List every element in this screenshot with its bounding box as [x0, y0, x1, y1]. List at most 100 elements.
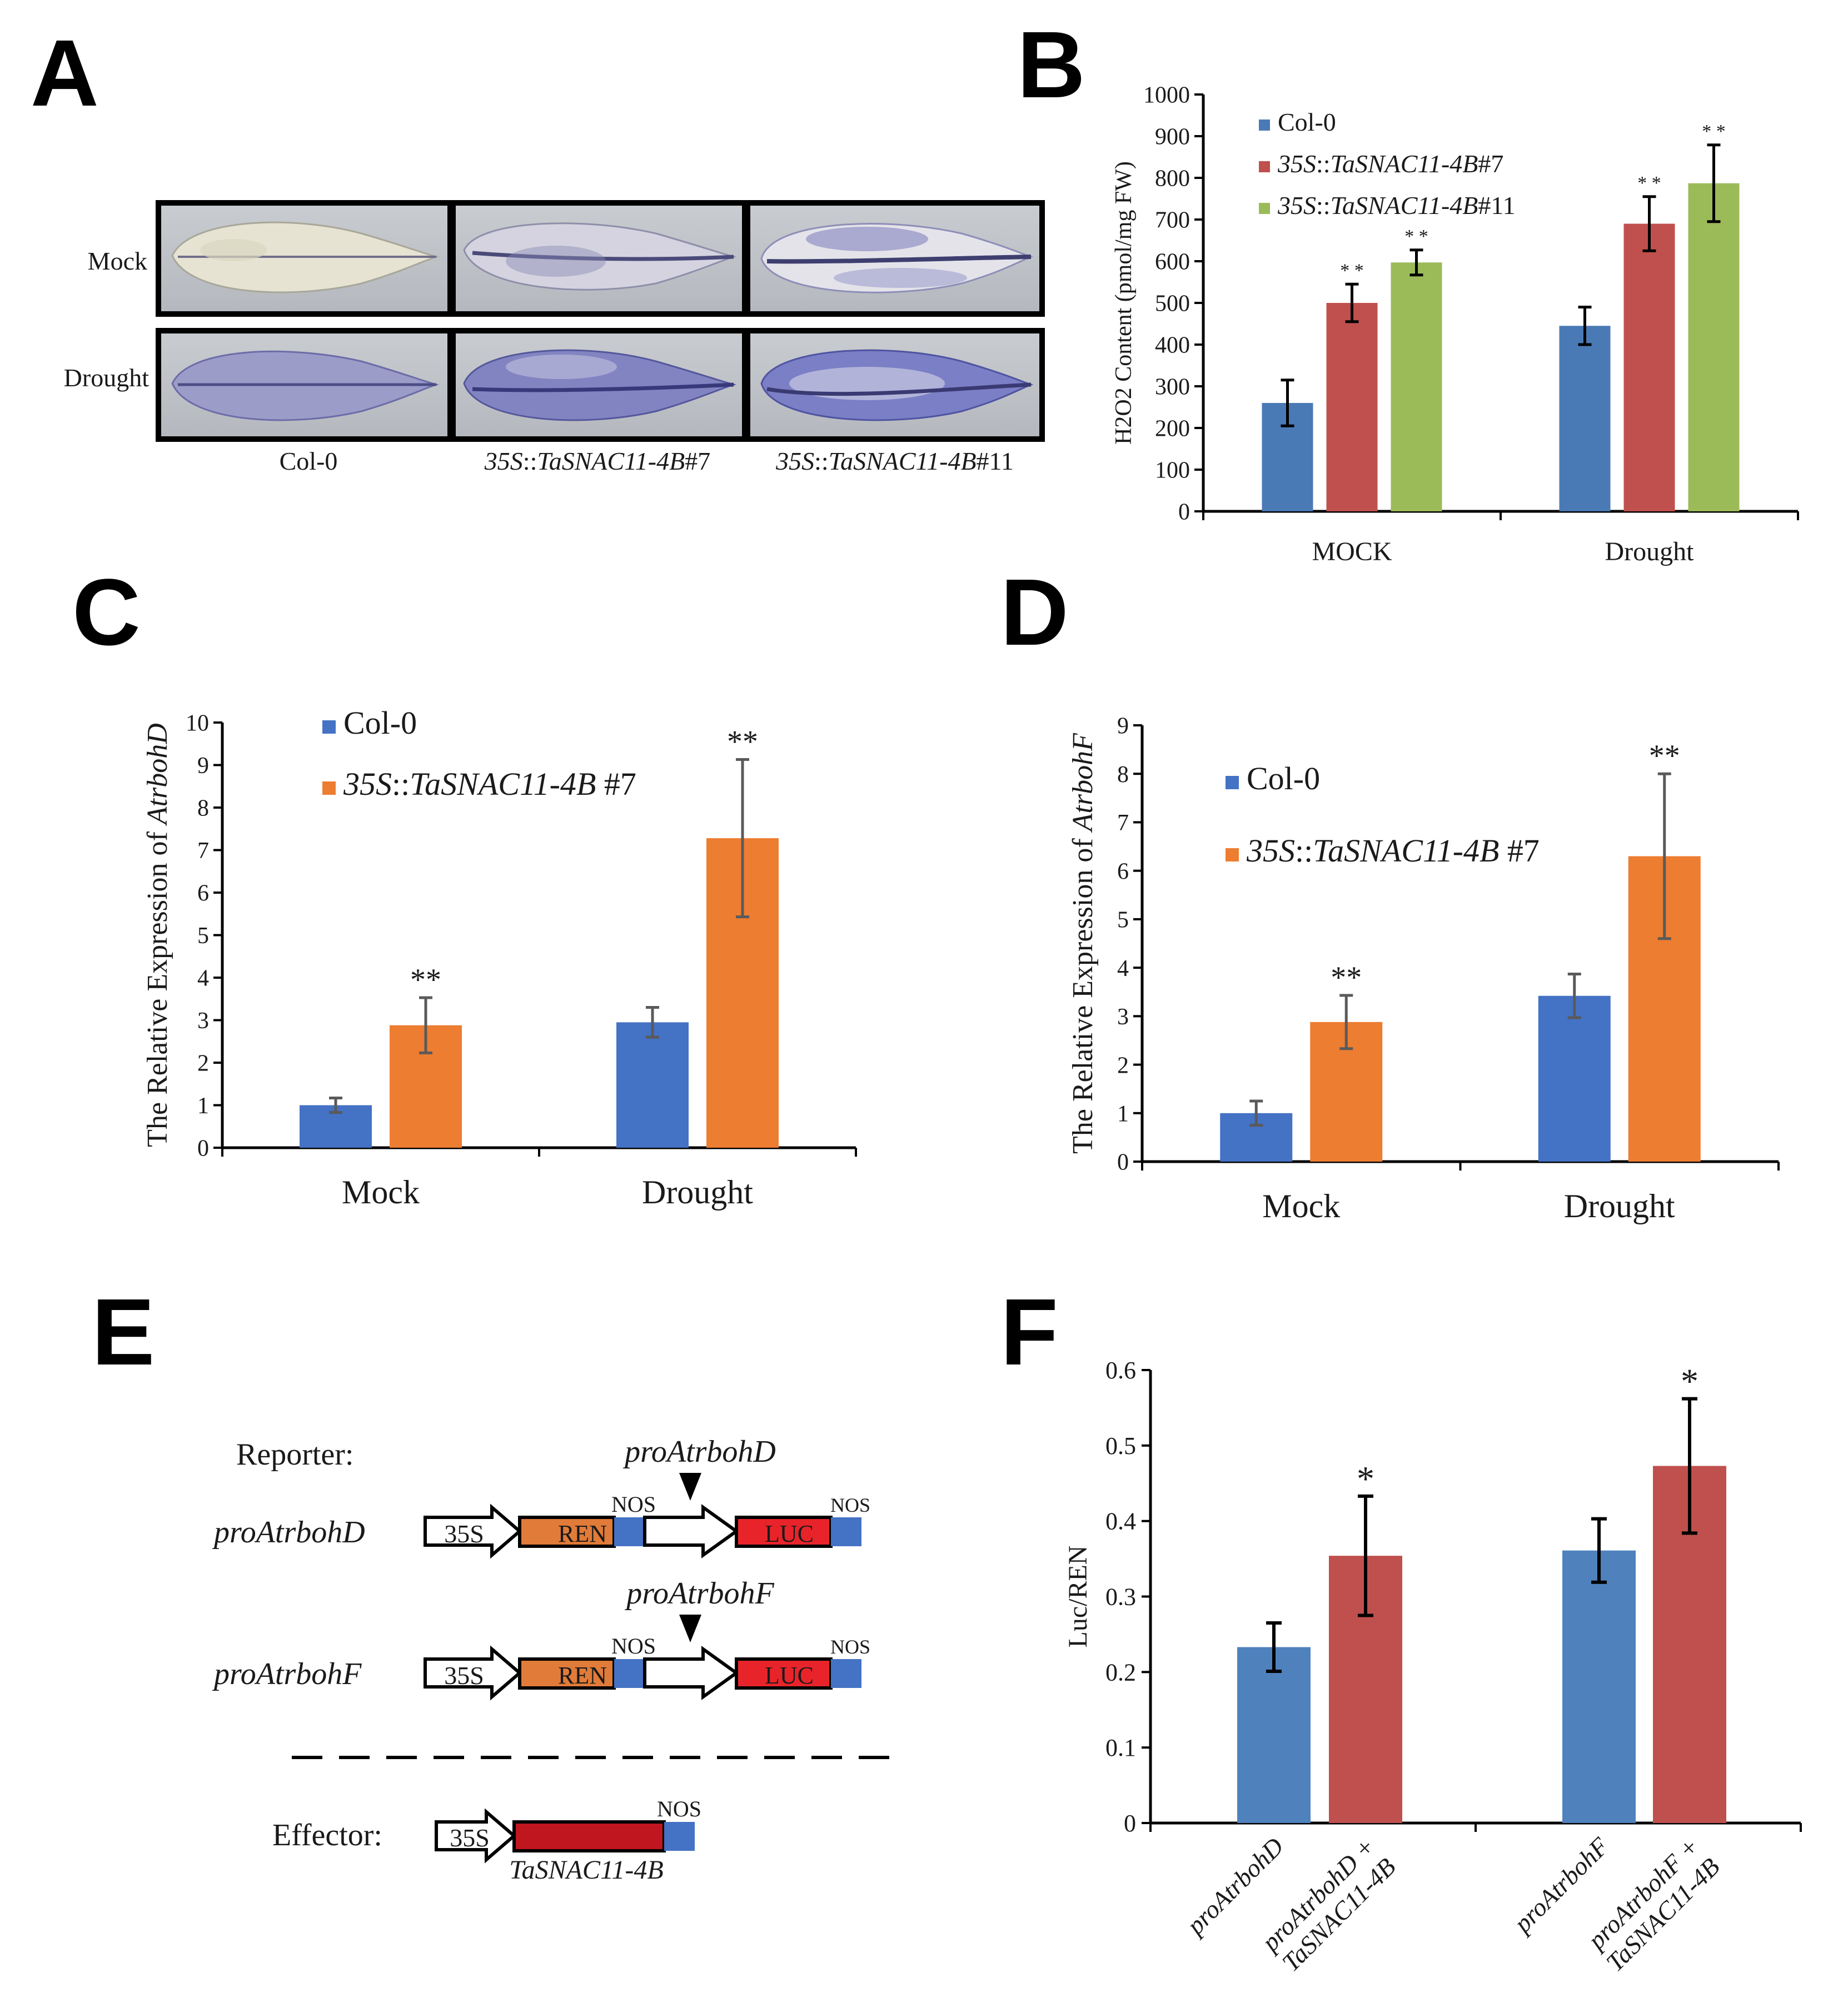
bar [616, 1022, 689, 1148]
panel-label-d: D [1000, 560, 1069, 665]
y-tick-label: 2 [197, 1051, 209, 1077]
y-tick-label: 0 [1178, 500, 1190, 525]
panel-a: Mock Drought Col-0 35S::TaSNAC11-4B#7 35… [64, 200, 1045, 475]
y-tick-label: 0 [1117, 1150, 1129, 1176]
y-tick-label: 400 [1155, 333, 1190, 358]
bar [1326, 303, 1378, 511]
box-35s: 35S [444, 1661, 484, 1690]
y-axis-label: The Relative Expression of AtrbohF [1067, 733, 1099, 1154]
leaf-drought-line11 [745, 328, 1045, 442]
insertion-arrowhead-icon [679, 1615, 701, 1642]
x-tick-label: Drought [642, 1174, 753, 1211]
panel-label-f: F [1000, 1279, 1058, 1385]
y-tick-label: 0.5 [1105, 1432, 1136, 1460]
leaf-drought-line7 [450, 328, 748, 442]
legend-label: Col-0 [1247, 760, 1320, 796]
effector-label: Effector: [272, 1818, 382, 1852]
bar [1562, 1550, 1636, 1823]
col-label-line7: 35S::TaSNAC11-4B#7 [484, 447, 710, 475]
construct-effector: Effector: 35S NOS TaSNAC11-4B [272, 1796, 701, 1885]
ren-label: REN [558, 1520, 607, 1547]
nos-label: NOS [611, 1492, 656, 1517]
legend-label: 35S::TaSNAC11-4B#7 [1277, 150, 1503, 178]
nos-box [614, 1517, 645, 1546]
y-tick-label: 6 [197, 881, 209, 907]
bar [1623, 223, 1675, 511]
x-tick-label: Mock [1262, 1188, 1340, 1224]
y-tick-label: 2 [1117, 1053, 1129, 1078]
promoter-label: proAtrbohF [624, 1576, 774, 1611]
significance-label: * * [1637, 173, 1661, 193]
y-tick-label: 9 [197, 753, 209, 779]
construct-name: proAtrbohD [212, 1515, 365, 1550]
reporter-label: Reporter: [236, 1437, 353, 1472]
panel-label-c: C [72, 560, 141, 665]
nos-box [831, 1659, 861, 1688]
promoter-35s-arrow [424, 1645, 522, 1701]
nos-box [614, 1659, 645, 1688]
nos-box [831, 1517, 861, 1546]
luc-label: LUC [765, 1662, 814, 1689]
panel-label-a: A [31, 21, 99, 126]
chart-c: 0 1 2 3 4 5 6 7 8 9 10 ** Mock ** Drought The Relative … [142, 705, 857, 1211]
y-axis-label: Luc/REN [1063, 1546, 1093, 1648]
leaf-mock-line11 [745, 200, 1045, 317]
col-label-line11: 35S::TaSNAC11-4B#11 [775, 447, 1014, 475]
y-tick-label: 5 [197, 923, 209, 949]
legend-label: 35S::TaSNAC11-4B #7 [343, 766, 636, 802]
y-tick-label: 0.4 [1105, 1508, 1136, 1535]
y-tick-label: 200 [1155, 416, 1190, 442]
y-tick-label: 5 [1117, 908, 1129, 933]
y-tick-label: 700 [1155, 208, 1190, 233]
leaf-mock-col0 [156, 200, 453, 317]
y-tick-label: 0.1 [1105, 1734, 1136, 1761]
y-tick-label: 7 [1117, 810, 1129, 836]
chart-b: 0 100 200 300 400 500 600 700 800 900 1000 * * * * MO… [1111, 83, 1799, 566]
panel-label-e: E [92, 1279, 155, 1385]
x-tick-label: Drought [1605, 537, 1695, 566]
y-tick-label: 7 [197, 838, 209, 864]
construct-proatrbohd: proAtrbohD 35S REN NOS proAtrbohD LUC NO… [212, 1435, 870, 1559]
chart-f: 00.10.20.30.40.50.6Luc/RENproAtrbohD*pro… [1063, 1357, 1802, 1977]
significance-label: ** [410, 963, 441, 997]
legend-swatch [322, 720, 336, 734]
y-tick-label: 6 [1117, 859, 1129, 884]
nos-label: NOS [830, 1494, 870, 1516]
y-tick-label: 3 [1117, 1004, 1129, 1030]
y-tick-label: 600 [1155, 250, 1190, 275]
y-tick-label: 0 [1124, 1810, 1136, 1837]
luc-label: LUC [765, 1520, 814, 1547]
significance-label: * [1357, 1459, 1374, 1498]
effector-gene-label: TaSNAC11-4B [509, 1855, 663, 1885]
y-tick-label: 1 [1117, 1101, 1129, 1127]
significance-label: ** [1331, 960, 1362, 995]
legend-label: 35S::TaSNAC11-4B #7 [1246, 833, 1540, 869]
y-tick-label: 500 [1155, 291, 1190, 317]
y-tick-label: 300 [1155, 375, 1190, 400]
y-tick-label: 1000 [1143, 83, 1190, 108]
y-tick-label: 0.2 [1105, 1659, 1136, 1686]
legend-swatch [1226, 848, 1239, 861]
nos-label: NOS [830, 1636, 870, 1658]
significance-label: ** [1649, 739, 1680, 773]
legend-swatch [1259, 161, 1270, 172]
panel-label-b: B [1017, 12, 1085, 118]
y-tick-label: 0 [197, 1136, 209, 1162]
y-axis-label: H2O2 Content (pmol/mg FW) [1111, 161, 1137, 445]
promoter-35s-arrow [424, 1503, 522, 1559]
col-label-col0: Col-0 [280, 447, 338, 475]
luc-box [735, 1657, 833, 1690]
box-35s: 35S [444, 1520, 484, 1548]
legend-swatch [322, 781, 336, 795]
x-tick-label: MOCK [1312, 537, 1392, 566]
nos-label: NOS [657, 1796, 701, 1821]
nos-box [664, 1822, 695, 1851]
promoter-35s-arrow [435, 1808, 517, 1864]
significance-label: * * [1340, 260, 1364, 281]
panel-e: Reporter: proAtrbohD 35S REN NOS proAtrb… [212, 1435, 900, 1885]
construct-proatrbohf: proAtrbohF 35S REN NOS proAtrbohF LUC NO… [212, 1576, 870, 1701]
bar [1688, 183, 1740, 511]
y-tick-label: 900 [1155, 124, 1190, 150]
y-tick-label: 10 [186, 711, 209, 736]
